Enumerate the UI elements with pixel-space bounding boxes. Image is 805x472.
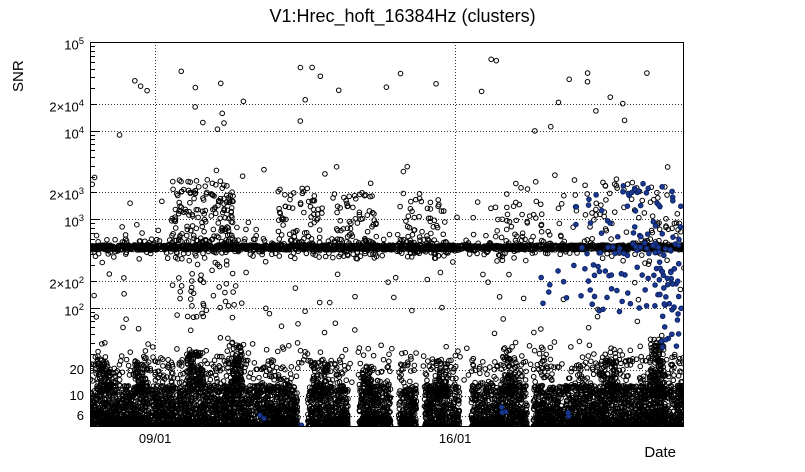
x-tick-label: 09/01 <box>138 431 172 446</box>
y-tick-label: 104 <box>64 124 84 141</box>
y-tick-label: 6 <box>76 407 84 423</box>
y-tick-label: 2×102 <box>49 275 84 292</box>
x-axis-title: Date <box>644 444 676 461</box>
y-tick-label: 103 <box>64 213 84 230</box>
y-tick-label: 102 <box>64 301 84 319</box>
chart-title: V1:Hrec_hoft_16384Hz (clusters) <box>269 6 536 26</box>
x-tick-label: 16/01 <box>438 431 472 446</box>
y-tick-label: 20 <box>69 361 84 377</box>
y-tick-label: 10 <box>69 388 84 404</box>
y-axis-title: SNR <box>10 60 27 92</box>
plot-area <box>90 42 684 427</box>
scatter-canvas <box>90 42 684 427</box>
y-tick-label: 2×103 <box>49 186 84 203</box>
y-tick-label: 105 <box>64 36 84 53</box>
y-tick-label: 2×104 <box>49 97 84 115</box>
